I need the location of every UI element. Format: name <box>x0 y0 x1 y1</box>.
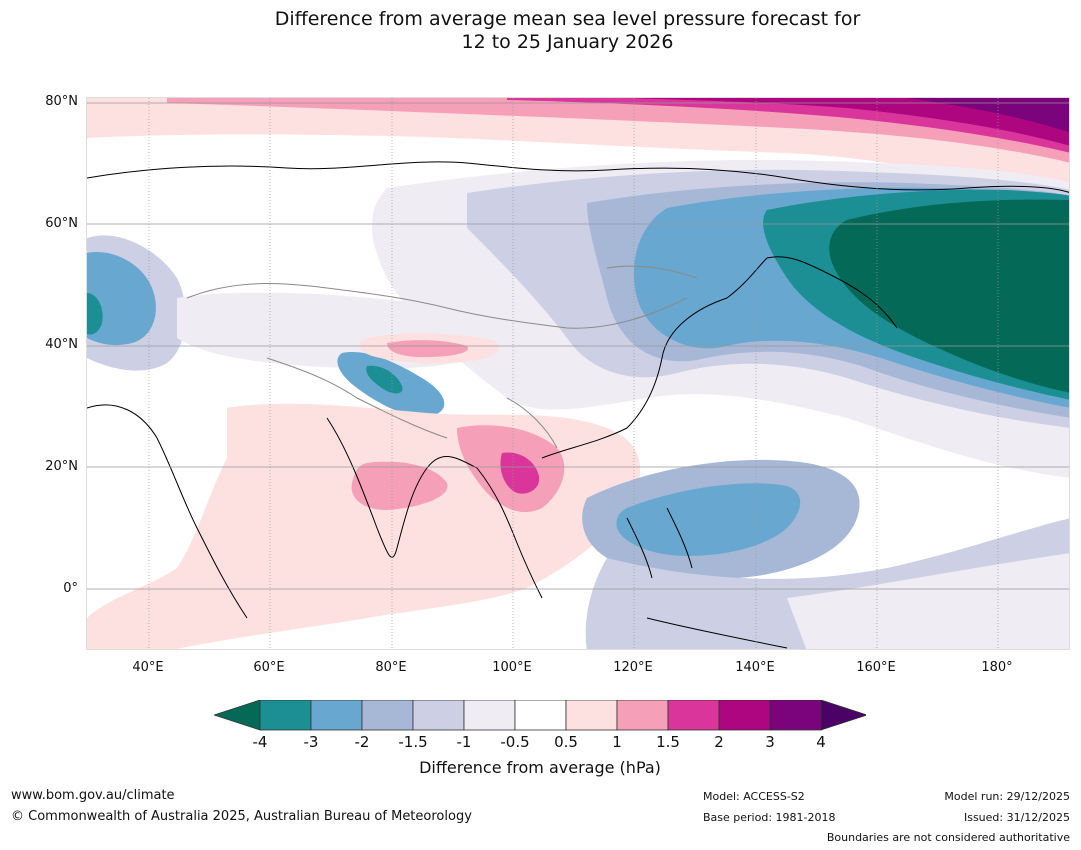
band-positive-2 <box>627 98 1069 146</box>
colorbar-extend-max <box>820 700 866 731</box>
colorbar-tick-label: -0.5 <box>500 733 530 751</box>
lon-label-160e: 160°E <box>856 660 896 675</box>
lat-label-20n: 20°N <box>45 459 78 474</box>
lon-label-80e: 80°E <box>375 660 407 675</box>
lon-label-40e: 40°E <box>132 660 164 675</box>
lat-label-40n: 40°N <box>45 337 78 352</box>
colorbar-tick-label: 2 <box>714 733 724 751</box>
lat-label-80n: 80°N <box>45 94 78 109</box>
colorbar-cell <box>412 700 465 731</box>
colorbar-tick-label: -1 <box>456 733 472 751</box>
lon-label-180: 180° <box>981 660 1013 675</box>
meridians <box>148 98 999 649</box>
colorbar-tick-label: 1 <box>612 733 622 751</box>
colorbar-cell <box>565 700 618 731</box>
colorbar-cell <box>718 700 771 731</box>
parallels <box>87 102 1069 590</box>
colorbar-cell <box>769 700 822 731</box>
lat-label-0: 0° <box>63 581 78 596</box>
pressure-anomaly-map <box>86 97 1070 650</box>
title-line-1: Difference from average mean sea level p… <box>274 8 861 30</box>
model-info: Model: ACCESS-S2 <box>703 790 805 803</box>
colorbar-title: Difference from average (hPa) <box>419 758 661 777</box>
copyright: © Commonwealth of Australia 2025, Austra… <box>11 809 472 824</box>
colorbar-tick-label: -3 <box>303 733 319 751</box>
lon-label-60e: 60°E <box>253 660 285 675</box>
title-line-2: 12 to 25 January 2026 <box>461 31 674 53</box>
lon-label-140e: 140°E <box>735 660 775 675</box>
colorbar-tick-label: 3 <box>765 733 775 751</box>
issued-date: Issued: 31/12/2025 <box>963 811 1070 824</box>
colorbar-cell <box>616 700 669 731</box>
band-negative-3-west <box>87 293 103 335</box>
colorbar-tick-label: -1.5 <box>398 733 428 751</box>
lat-label-60n: 60°N <box>45 216 78 231</box>
band-negative-2-wpac <box>616 483 801 556</box>
colorbar-cell <box>667 700 720 731</box>
boundary-disclaimer: Boundaries are not considered authoritat… <box>826 831 1070 844</box>
band-negative-0.5-south <box>787 553 1069 649</box>
colorbar <box>214 700 866 731</box>
colorbar-cell <box>463 700 516 731</box>
band-positive-1-nw-china <box>387 340 468 358</box>
colorbar-tick-label: 1.5 <box>656 733 680 751</box>
colorbar-cell <box>259 700 312 731</box>
colorbar-tick-label: 4 <box>816 733 826 751</box>
colorbar-cell <box>310 700 363 731</box>
band-positive-3 <box>907 98 1069 133</box>
band-negative-4-north <box>829 199 1069 393</box>
country-boundaries <box>186 265 698 449</box>
model-run: Model run: 29/12/2025 <box>944 790 1070 803</box>
colorbar-tick-label: -4 <box>252 733 268 751</box>
colorbar-cell <box>361 700 414 731</box>
colorbar-cells <box>214 700 866 731</box>
lon-label-100e: 100°E <box>492 660 532 675</box>
map-title: Difference from average mean sea level p… <box>0 8 1081 54</box>
coastlines <box>87 161 1069 649</box>
map-canvas <box>87 98 1069 649</box>
band-positive-1.5-indochina <box>500 452 540 494</box>
colorbar-extend-min <box>214 700 261 731</box>
colorbar-cell <box>514 700 567 731</box>
graticule <box>87 98 1069 649</box>
band-negative-2-west <box>87 252 156 346</box>
source-url[interactable]: www.bom.gov.au/climate <box>11 788 175 803</box>
colorbar-tick-label: 0.5 <box>554 733 578 751</box>
base-period: Base period: 1981-2018 <box>703 811 836 824</box>
band-negative-3-tibet <box>366 365 403 394</box>
lon-label-120e: 120°E <box>613 660 653 675</box>
colorbar-tick-label: -2 <box>354 733 370 751</box>
